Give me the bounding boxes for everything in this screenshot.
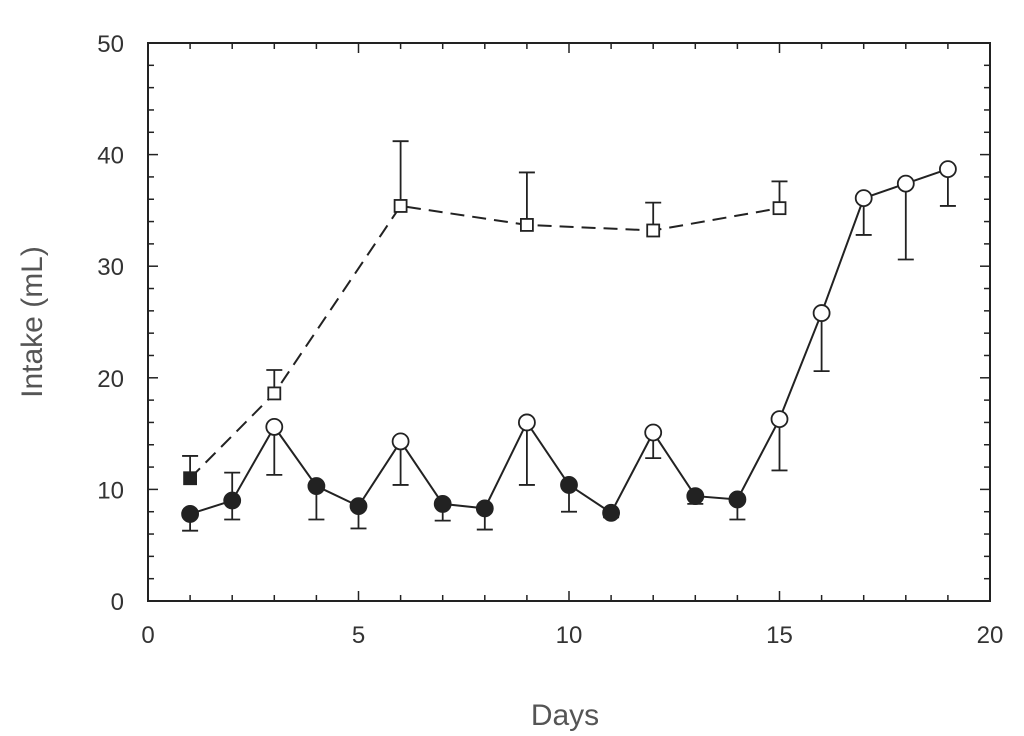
data-point (560, 476, 578, 494)
data-point (181, 505, 200, 523)
data-point (602, 503, 620, 522)
data-point (518, 413, 536, 432)
x-tick-label: 5 (352, 622, 365, 649)
y-tick-label: 10 (97, 477, 124, 504)
data-point (265, 418, 284, 436)
data-point (896, 174, 915, 193)
data-point (644, 423, 663, 442)
y-tick-label: 20 (97, 366, 124, 393)
data-point (686, 487, 705, 505)
data-point (770, 410, 789, 428)
data-point (646, 223, 661, 238)
series-1 (181, 160, 957, 532)
y-tick-label: 50 (97, 31, 124, 58)
x-axis: 0 5 10 15 20 (141, 43, 1003, 649)
series-layer (181, 140, 957, 532)
y-tick-label: 40 (97, 143, 124, 170)
x-axis-title: Days (531, 699, 599, 732)
data-point (267, 386, 282, 401)
y-tick-label: 0 (111, 589, 124, 616)
data-point (433, 495, 452, 513)
y-axis: 0 10 20 30 40 50 (97, 31, 990, 616)
y-tick-label: 30 (97, 254, 124, 281)
x-tick-label: 10 (556, 622, 583, 649)
data-point (812, 304, 831, 322)
series-line (189, 204, 780, 479)
series-2 (182, 140, 788, 486)
x-tick-label: 15 (766, 622, 793, 649)
data-point (183, 471, 198, 486)
data-point (854, 189, 873, 208)
data-point (475, 499, 494, 518)
plot-frame (147, 42, 991, 602)
data-point (939, 160, 957, 179)
data-point (349, 497, 368, 516)
data-point (728, 490, 747, 509)
x-tick-label: 20 (977, 622, 1004, 649)
data-point (772, 201, 787, 216)
x-tick-label: 0 (141, 622, 154, 649)
data-point (520, 218, 534, 232)
data-point (393, 199, 408, 213)
data-point (223, 491, 242, 510)
data-point (391, 432, 410, 451)
data-point (307, 477, 326, 495)
y-axis-title: Intake (mL) (16, 246, 49, 398)
series-line (189, 168, 949, 515)
